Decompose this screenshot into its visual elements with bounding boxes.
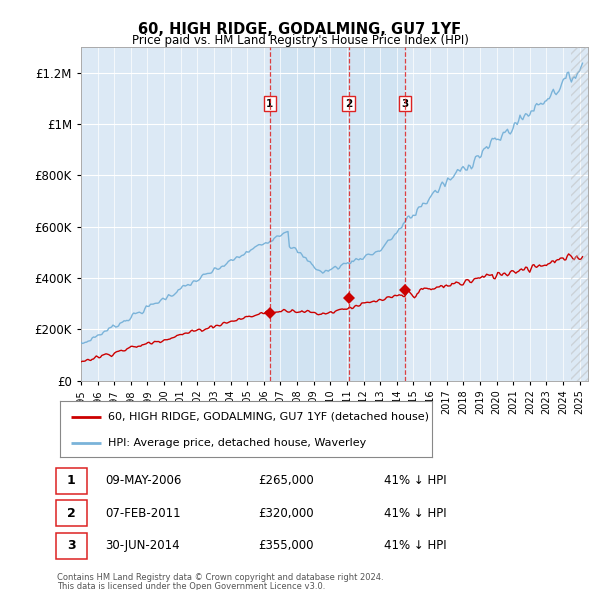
Text: 3: 3	[67, 539, 76, 552]
Text: 2: 2	[345, 99, 352, 109]
Text: This data is licensed under the Open Government Licence v3.0.: This data is licensed under the Open Gov…	[57, 582, 325, 590]
Text: 60, HIGH RIDGE, GODALMING, GU7 1YF: 60, HIGH RIDGE, GODALMING, GU7 1YF	[139, 22, 461, 37]
Text: 60, HIGH RIDGE, GODALMING, GU7 1YF (detached house): 60, HIGH RIDGE, GODALMING, GU7 1YF (deta…	[109, 412, 430, 422]
Text: 2: 2	[67, 507, 76, 520]
Text: 09-MAY-2006: 09-MAY-2006	[105, 474, 181, 487]
Text: Price paid vs. HM Land Registry's House Price Index (HPI): Price paid vs. HM Land Registry's House …	[131, 34, 469, 47]
Bar	[270, 47, 405, 381]
Text: 1: 1	[266, 99, 274, 109]
Text: 30-JUN-2014: 30-JUN-2014	[105, 539, 179, 552]
Text: £320,000: £320,000	[258, 507, 314, 520]
Text: Contains HM Land Registry data © Crown copyright and database right 2024.: Contains HM Land Registry data © Crown c…	[57, 573, 383, 582]
Text: 41% ↓ HPI: 41% ↓ HPI	[384, 474, 446, 487]
Text: 3: 3	[401, 99, 409, 109]
Text: £265,000: £265,000	[258, 474, 314, 487]
Text: 41% ↓ HPI: 41% ↓ HPI	[384, 539, 446, 552]
Text: 1: 1	[67, 474, 76, 487]
Text: HPI: Average price, detached house, Waverley: HPI: Average price, detached house, Wave…	[109, 438, 367, 448]
Text: 07-FEB-2011: 07-FEB-2011	[105, 507, 181, 520]
Text: 41% ↓ HPI: 41% ↓ HPI	[384, 507, 446, 520]
Text: £355,000: £355,000	[258, 539, 314, 552]
